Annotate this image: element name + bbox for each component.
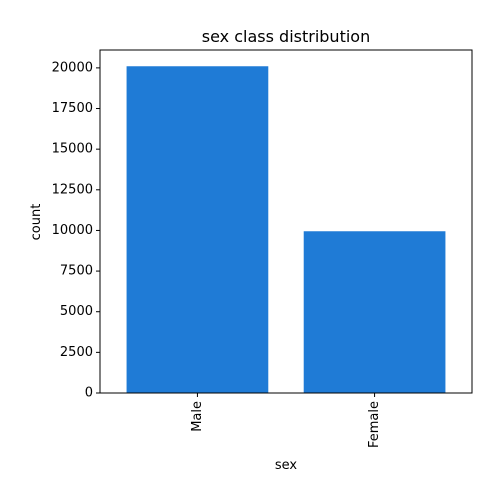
- y-tick-label: 10000: [52, 223, 93, 238]
- plot-area: Male Female 0 2500 5000 7500 10000 12500 15000 17…: [52, 50, 472, 448]
- chart-title: sex class distribution: [202, 27, 370, 46]
- y-tick-label: 5000: [60, 304, 93, 319]
- y-axis-label: count: [29, 204, 44, 241]
- y-tick-label: 20000: [52, 60, 93, 75]
- x-tick-label: Male: [190, 401, 205, 432]
- y-tick-label: 17500: [52, 101, 93, 116]
- bar-female: [304, 231, 446, 393]
- y-tick-label: 12500: [52, 182, 93, 197]
- x-tick-label: Female: [367, 401, 382, 448]
- y-tick-label: 0: [85, 386, 93, 401]
- y-tick-label: 2500: [60, 345, 93, 360]
- bar-male: [127, 66, 269, 393]
- y-tick-label: 15000: [52, 142, 93, 157]
- x-axis-label: sex: [275, 458, 298, 473]
- y-tick-label: 7500: [60, 264, 93, 279]
